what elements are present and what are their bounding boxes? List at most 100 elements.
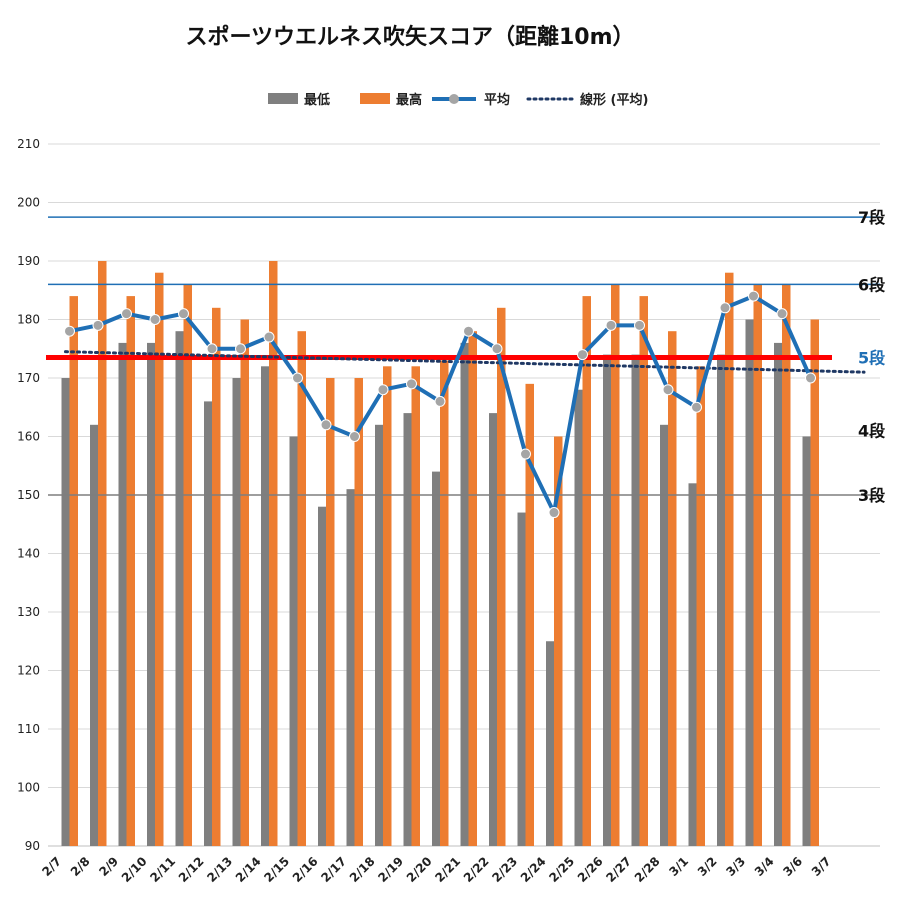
x-tick-label: 3/3: [723, 854, 748, 879]
legend: 最低 最高 平均 線形 (平均): [268, 92, 648, 108]
x-tick-label: 2/10: [119, 854, 150, 885]
bar-min: [90, 424, 99, 846]
average-point: [520, 448, 531, 460]
bar-min: [147, 342, 156, 846]
x-tick-label: 3/2: [695, 854, 720, 879]
bar-min: [346, 489, 355, 846]
bar-max: [411, 366, 420, 846]
average-point: [434, 395, 446, 407]
trendline: [64, 350, 866, 374]
y-tick-label: 110: [17, 722, 40, 736]
x-tick-label: 2/24: [518, 854, 549, 885]
y-tick-label: 210: [17, 137, 40, 151]
bar-max: [554, 436, 563, 846]
bar-max: [525, 383, 534, 846]
bar-min: [61, 378, 70, 846]
reference-label: 4段: [858, 422, 886, 441]
bar-max: [753, 284, 762, 846]
bar-min: [232, 378, 241, 846]
average-point: [719, 302, 731, 314]
bar-max: [668, 331, 677, 846]
average-point: [463, 325, 474, 337]
x-tick-label: 2/26: [575, 854, 606, 885]
x-tick-label: 2/12: [176, 854, 207, 885]
legend-swatch-min: [268, 93, 298, 104]
average-point: [776, 308, 788, 320]
average-point: [491, 343, 503, 355]
bar-max: [611, 284, 620, 846]
x-axis-ticks: 2/7 2/8 2/92/102/112/122/132/142/152/162/1…: [39, 854, 833, 885]
y-tick-label: 130: [17, 605, 40, 619]
y-tick-label: 170: [17, 371, 40, 385]
average-point: [121, 308, 132, 320]
average-point: [748, 290, 759, 302]
bar-min: [603, 354, 612, 846]
bar-min: [517, 512, 526, 846]
bar-min: [261, 366, 270, 846]
bar-max: [155, 272, 164, 846]
x-tick-label: 2/28: [632, 854, 663, 885]
bar-max: [810, 319, 819, 846]
average-point: [577, 349, 588, 361]
average-point: [149, 314, 161, 325]
average-point: [349, 431, 360, 442]
bar-max: [354, 378, 363, 846]
x-tick-label: 3/4: [752, 854, 777, 879]
bar-max: [326, 378, 335, 846]
x-tick-label: 2/21: [432, 854, 463, 885]
x-tick-label: 2/13: [204, 854, 235, 885]
bars: [61, 261, 819, 847]
y-tick-label: 190: [17, 254, 40, 268]
x-tick-label: 3/6: [780, 854, 805, 879]
average-point: [548, 507, 560, 519]
bar-max: [98, 261, 107, 846]
y-tick-label: 180: [17, 313, 40, 327]
bar-max: [297, 331, 306, 846]
reference-labels: 7段 6段 5段 4段 3段: [858, 208, 886, 505]
x-tick-label: 2/8: [68, 854, 93, 879]
bar-min: [460, 342, 469, 846]
trendline-path: [64, 350, 866, 374]
legend-label-min: 最低: [304, 92, 330, 108]
average-point: [263, 331, 275, 343]
bar-min: [745, 319, 754, 846]
x-tick-label: 3/7: [809, 854, 834, 879]
x-tick-label: 2/19: [375, 854, 406, 885]
x-tick-label: 2/7: [39, 854, 64, 879]
y-tick-label: 200: [17, 196, 40, 210]
bar-min: [432, 471, 441, 846]
average-point: [377, 384, 389, 396]
bar-min: [118, 342, 127, 846]
bar-min: [204, 401, 213, 846]
legend-swatch-max: [360, 93, 390, 104]
average-point: [64, 325, 75, 337]
x-tick-label: 2/20: [404, 854, 435, 885]
bar-max: [212, 307, 221, 846]
x-tick-label: 2/22: [461, 854, 492, 885]
bar-max: [497, 307, 506, 846]
bar-max: [725, 272, 734, 846]
bar-max: [696, 366, 705, 846]
bar-max: [126, 296, 135, 847]
legend-marker-avg: [449, 94, 459, 104]
bar-max: [69, 296, 78, 847]
reference-label: 7段: [858, 208, 886, 227]
average-point: [634, 319, 645, 331]
reference-label: 5段: [858, 349, 886, 368]
bar-min: [546, 641, 555, 846]
average-point: [320, 419, 332, 431]
bar-min: [403, 413, 412, 846]
x-tick-label: 2/17: [318, 854, 349, 885]
reference-label: 6段: [858, 275, 886, 294]
bar-max: [183, 284, 192, 846]
reference-label: 3段: [858, 486, 886, 505]
bar-max: [383, 366, 392, 846]
x-tick-label: 2/23: [489, 854, 520, 885]
x-tick-label: 2/25: [546, 854, 577, 885]
average-point: [206, 343, 218, 355]
average-point: [235, 343, 246, 355]
average-point: [691, 401, 702, 413]
average-point: [178, 308, 189, 320]
